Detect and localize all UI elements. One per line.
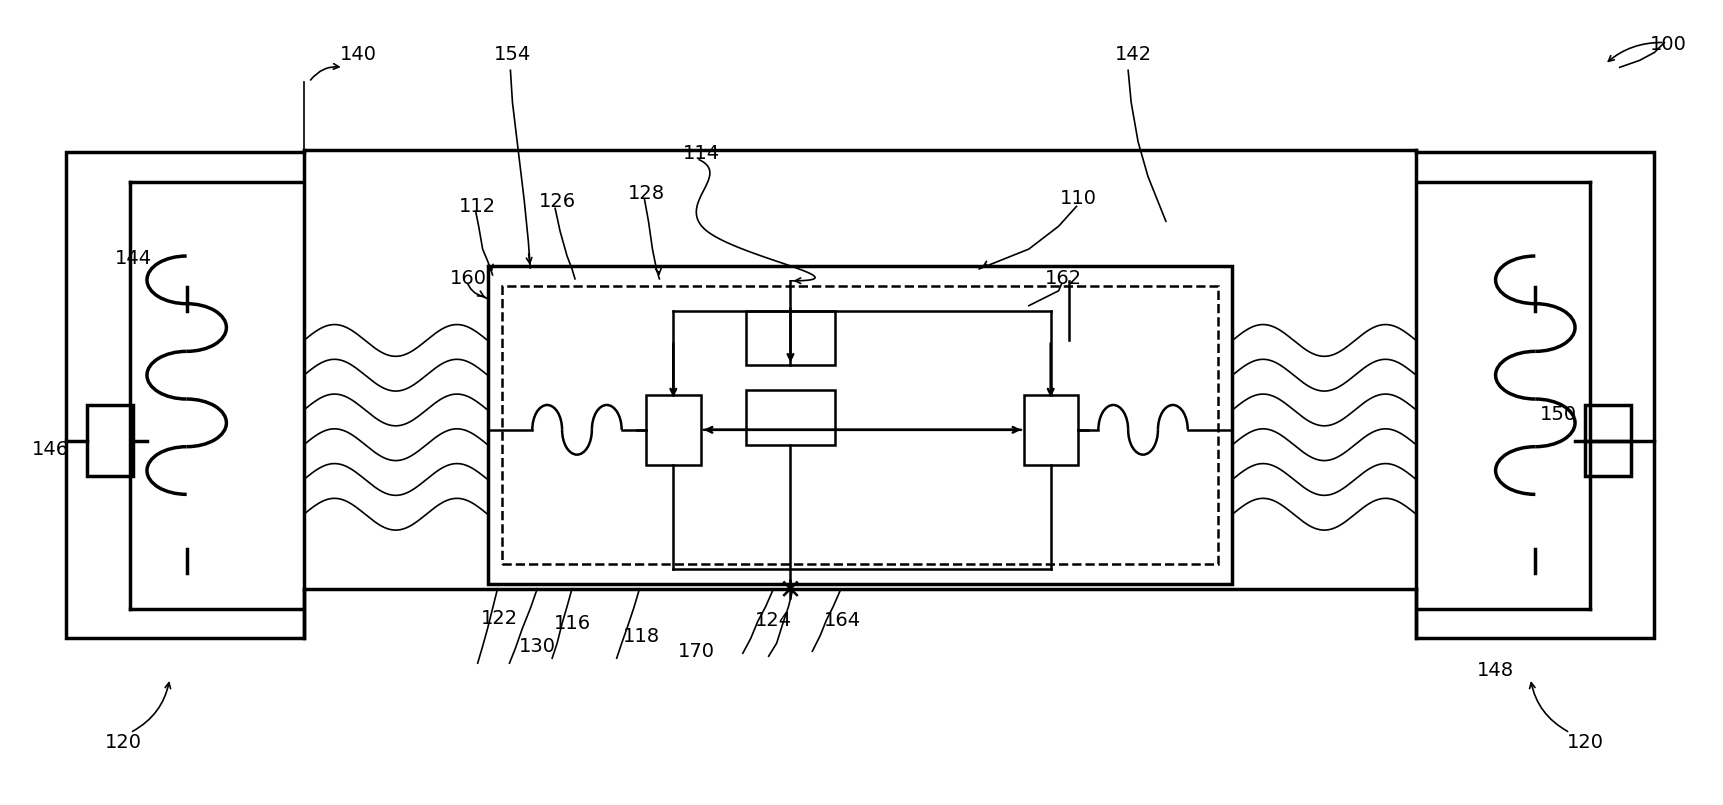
Text: 120: 120 [1566, 733, 1604, 752]
Text: 144: 144 [114, 250, 152, 269]
Text: 100: 100 [1649, 35, 1687, 54]
Bar [65, 152, 303, 638]
Text: 142: 142 [1115, 45, 1151, 64]
Bar [746, 390, 836, 444]
Text: 150: 150 [1540, 406, 1578, 424]
Text: 122: 122 [481, 609, 519, 628]
Bar [646, 395, 701, 464]
Text: 112: 112 [458, 197, 496, 216]
Text: 118: 118 [624, 627, 660, 646]
Text: 120: 120 [105, 733, 141, 752]
Bar [746, 311, 836, 365]
Text: 114: 114 [682, 144, 720, 163]
Text: 116: 116 [553, 614, 591, 633]
Bar [1023, 395, 1079, 464]
Text: 148: 148 [1477, 661, 1515, 679]
Text: 170: 170 [677, 642, 715, 661]
Bar [1416, 152, 1654, 638]
Text: 124: 124 [755, 611, 793, 630]
Bar [1585, 405, 1630, 477]
Bar [88, 405, 133, 477]
Text: 154: 154 [495, 45, 531, 64]
Text: 110: 110 [1060, 189, 1098, 208]
Text: 164: 164 [824, 611, 862, 630]
Text: 140: 140 [339, 45, 377, 64]
Text: 126: 126 [539, 192, 575, 211]
Text: 128: 128 [627, 184, 665, 203]
Bar [488, 266, 1232, 584]
Text: 130: 130 [519, 637, 557, 656]
Text: 146: 146 [33, 440, 69, 459]
Bar [503, 286, 1218, 564]
Text: 162: 162 [1046, 270, 1082, 288]
Text: 160: 160 [450, 270, 488, 288]
